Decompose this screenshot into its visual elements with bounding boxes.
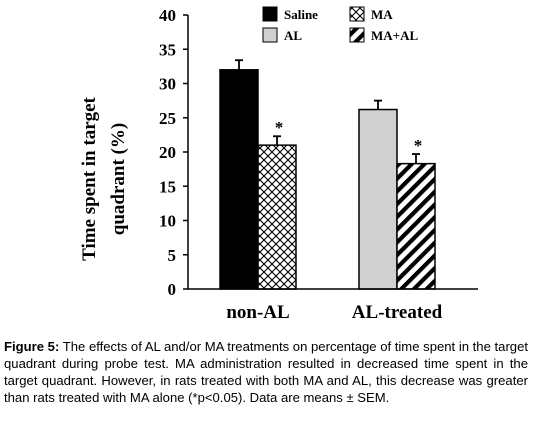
y-tick-label: 30: [159, 75, 176, 94]
y-tick-label: 0: [168, 280, 177, 299]
legend-swatch: [349, 6, 365, 22]
y-tick-label: 20: [159, 143, 176, 162]
legend-swatch: [262, 6, 278, 22]
y-tick-label: 10: [159, 212, 176, 231]
legend-swatch: [349, 27, 365, 43]
caption-label: Figure 5:: [4, 339, 60, 354]
bar-ma: [257, 144, 297, 290]
chart: Time spent in target quadrant (%) 0 5 10 15…: [79, 6, 478, 323]
x-axis: non-AL AL-treated: [188, 288, 478, 323]
y-axis-label: Time spent in target quadrant (%): [79, 96, 129, 260]
legend-label: MA+AL: [371, 28, 418, 43]
legend: Saline MA AL MA+AL: [262, 6, 418, 43]
significance-marker: *: [275, 118, 284, 137]
figure-caption: Figure 5: The effects of AL and/or MA tr…: [4, 338, 528, 406]
y-tick-label: 35: [159, 40, 176, 59]
x-category-label: non-AL: [226, 302, 289, 323]
legend-swatch: [262, 27, 278, 43]
bar-al: [358, 108, 398, 290]
y-axis-label-line1: Time spent in target: [79, 96, 100, 260]
y-tick-label: 15: [159, 177, 176, 196]
bar-ma-al: [396, 162, 436, 290]
legend-label: Saline: [284, 7, 318, 22]
y-tick-label: 25: [159, 109, 176, 128]
legend-label: MA: [371, 7, 393, 22]
y-tick-label: 5: [168, 246, 177, 265]
legend-label: AL: [284, 28, 302, 43]
y-axis: 0 5 10 15 20 25 30 35 40: [159, 6, 189, 299]
significance-marker: *: [414, 136, 423, 155]
y-axis-label-line2: quadrant (%): [108, 123, 129, 235]
y-tick-label: 40: [159, 6, 176, 25]
caption-text: The effects of AL and/or MA treatments o…: [4, 339, 529, 405]
bar-saline: [219, 69, 259, 290]
x-category-label: AL-treated: [352, 302, 443, 323]
bars: **: [219, 59, 436, 290]
